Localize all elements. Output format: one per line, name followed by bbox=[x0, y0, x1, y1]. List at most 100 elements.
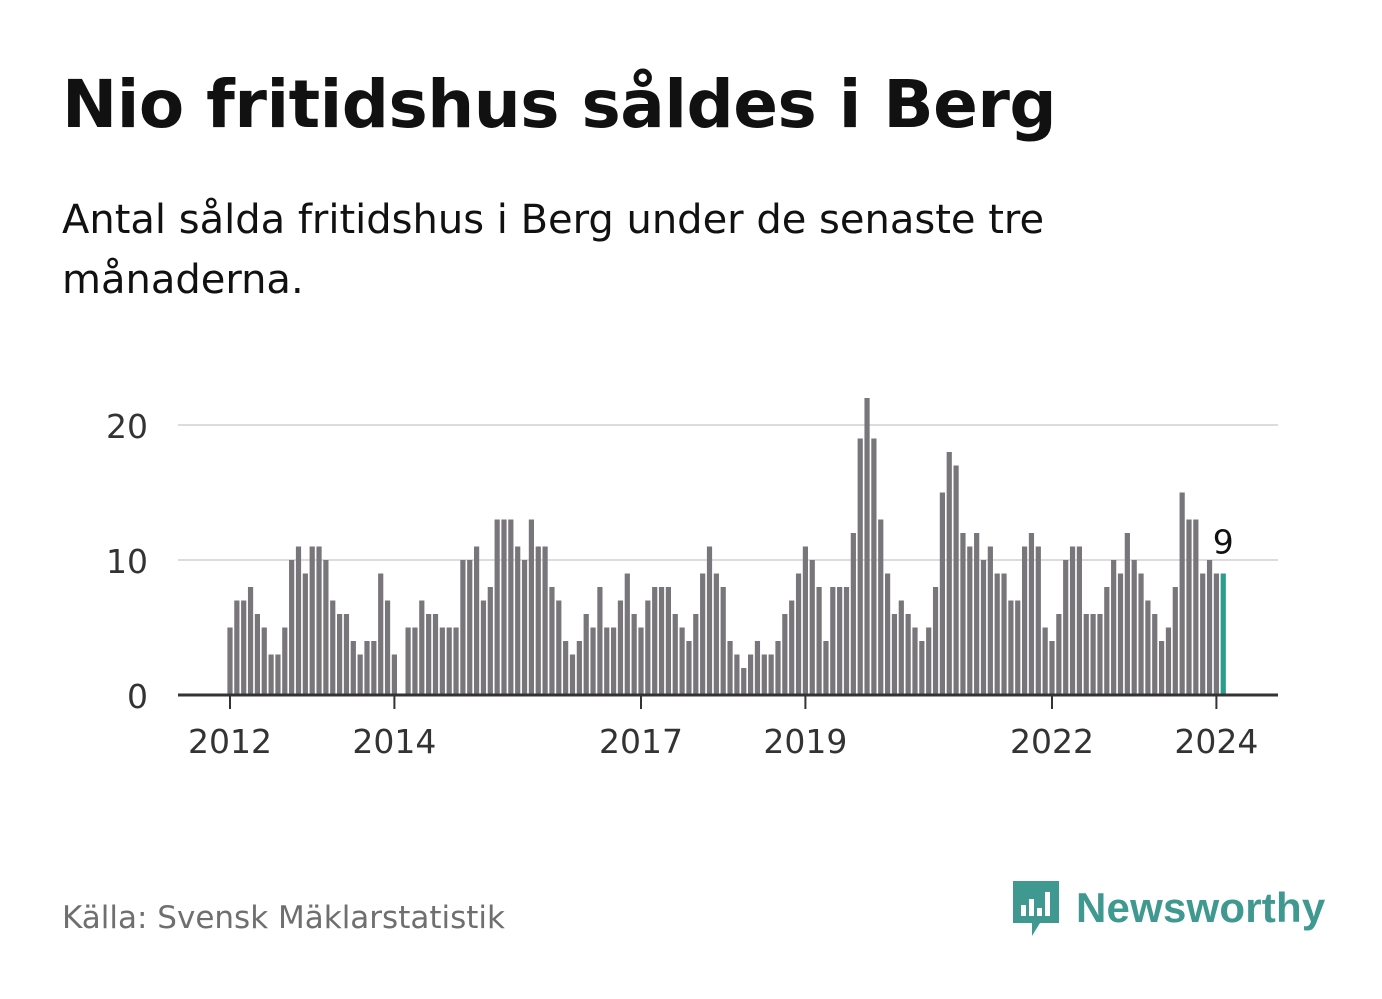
bar bbox=[802, 546, 808, 695]
bar bbox=[569, 654, 576, 695]
bar bbox=[768, 654, 774, 695]
bar bbox=[932, 587, 939, 695]
bar bbox=[905, 614, 911, 695]
y-tick-label: 0 bbox=[127, 677, 148, 716]
bar bbox=[624, 573, 630, 695]
bar bbox=[515, 546, 521, 695]
x-tick-label: 2017 bbox=[599, 722, 683, 761]
bar bbox=[713, 573, 719, 695]
bar bbox=[885, 573, 891, 695]
bar bbox=[953, 465, 959, 695]
bar bbox=[658, 587, 665, 695]
bar bbox=[775, 641, 781, 695]
bar bbox=[1042, 627, 1048, 695]
bar bbox=[439, 627, 445, 695]
bar bbox=[665, 587, 671, 695]
bar bbox=[330, 600, 336, 695]
bar bbox=[487, 587, 493, 695]
bar bbox=[795, 573, 802, 695]
bar bbox=[1138, 573, 1144, 695]
bar bbox=[761, 654, 767, 695]
bar bbox=[419, 600, 425, 695]
bar bbox=[611, 627, 617, 695]
bar bbox=[583, 614, 589, 695]
bar bbox=[268, 654, 274, 695]
bar bbox=[1186, 519, 1192, 695]
y-tick-label: 20 bbox=[106, 407, 148, 446]
bar bbox=[837, 587, 843, 695]
newsworthy-logo-icon bbox=[1013, 881, 1059, 936]
bar bbox=[638, 627, 644, 695]
bar bbox=[1152, 614, 1158, 695]
bar bbox=[241, 600, 247, 695]
bar bbox=[1213, 573, 1219, 695]
bar bbox=[1111, 560, 1117, 695]
y-tick-label: 10 bbox=[106, 542, 148, 581]
bar bbox=[994, 573, 1000, 695]
bar bbox=[590, 627, 596, 695]
bar bbox=[679, 627, 685, 695]
bar bbox=[686, 641, 692, 695]
bar bbox=[1035, 546, 1041, 695]
bar bbox=[871, 438, 877, 695]
bar bbox=[1117, 573, 1124, 695]
bar bbox=[617, 600, 624, 695]
x-tick-label: 2012 bbox=[188, 722, 272, 761]
bar bbox=[378, 573, 384, 695]
bar bbox=[494, 519, 500, 695]
bar bbox=[672, 614, 678, 695]
bar bbox=[1063, 560, 1069, 695]
bar bbox=[1076, 546, 1082, 695]
bar bbox=[302, 573, 308, 695]
bar bbox=[1083, 614, 1089, 695]
bar bbox=[1193, 519, 1199, 695]
bar bbox=[980, 560, 987, 695]
bar bbox=[234, 600, 240, 695]
bar bbox=[1131, 560, 1137, 695]
bar bbox=[343, 614, 350, 695]
bar bbox=[480, 600, 487, 695]
bar bbox=[1179, 492, 1185, 695]
bar bbox=[1124, 533, 1130, 695]
bar bbox=[727, 641, 733, 695]
bar bbox=[960, 533, 966, 695]
bar bbox=[474, 546, 480, 695]
bar bbox=[974, 533, 980, 695]
bar bbox=[700, 573, 706, 695]
bar bbox=[1145, 600, 1151, 695]
source-note: Källa: Svensk Mäklarstatistik bbox=[62, 900, 505, 936]
bar bbox=[528, 519, 534, 695]
bar bbox=[508, 519, 514, 695]
bar bbox=[706, 546, 713, 695]
x-tick-label: 2019 bbox=[763, 722, 847, 761]
bar bbox=[693, 614, 699, 695]
bar bbox=[405, 627, 411, 695]
brand-name: Newsworthy bbox=[1076, 884, 1326, 931]
bar bbox=[1172, 587, 1178, 695]
chart-subtitle: Antal sålda fritidshus i Berg under de s… bbox=[62, 197, 1045, 303]
bar bbox=[1104, 587, 1110, 695]
bar bbox=[652, 587, 658, 695]
bar bbox=[227, 627, 233, 695]
chart-title: Nio fritidshus såldes i Berg bbox=[62, 66, 1057, 143]
tick-labels: 0 10 20 2012 2014 2017 2019 2022 2024 9 bbox=[106, 407, 1258, 761]
bar bbox=[1069, 546, 1076, 695]
bar bbox=[864, 398, 870, 695]
bar bbox=[295, 546, 302, 695]
bar bbox=[282, 627, 288, 695]
bar bbox=[1022, 546, 1028, 695]
bar bbox=[535, 546, 541, 695]
bar bbox=[631, 614, 637, 695]
bar bbox=[987, 546, 993, 695]
bar bbox=[412, 627, 418, 695]
bar bbox=[391, 654, 397, 695]
bar bbox=[809, 560, 815, 695]
bar bbox=[741, 668, 747, 695]
bar bbox=[309, 546, 315, 695]
x-tick-label: 2022 bbox=[1010, 722, 1094, 761]
bar bbox=[563, 641, 569, 695]
bar bbox=[1206, 560, 1213, 695]
bar bbox=[501, 519, 507, 695]
bar bbox=[247, 587, 254, 695]
bar bbox=[432, 614, 439, 695]
